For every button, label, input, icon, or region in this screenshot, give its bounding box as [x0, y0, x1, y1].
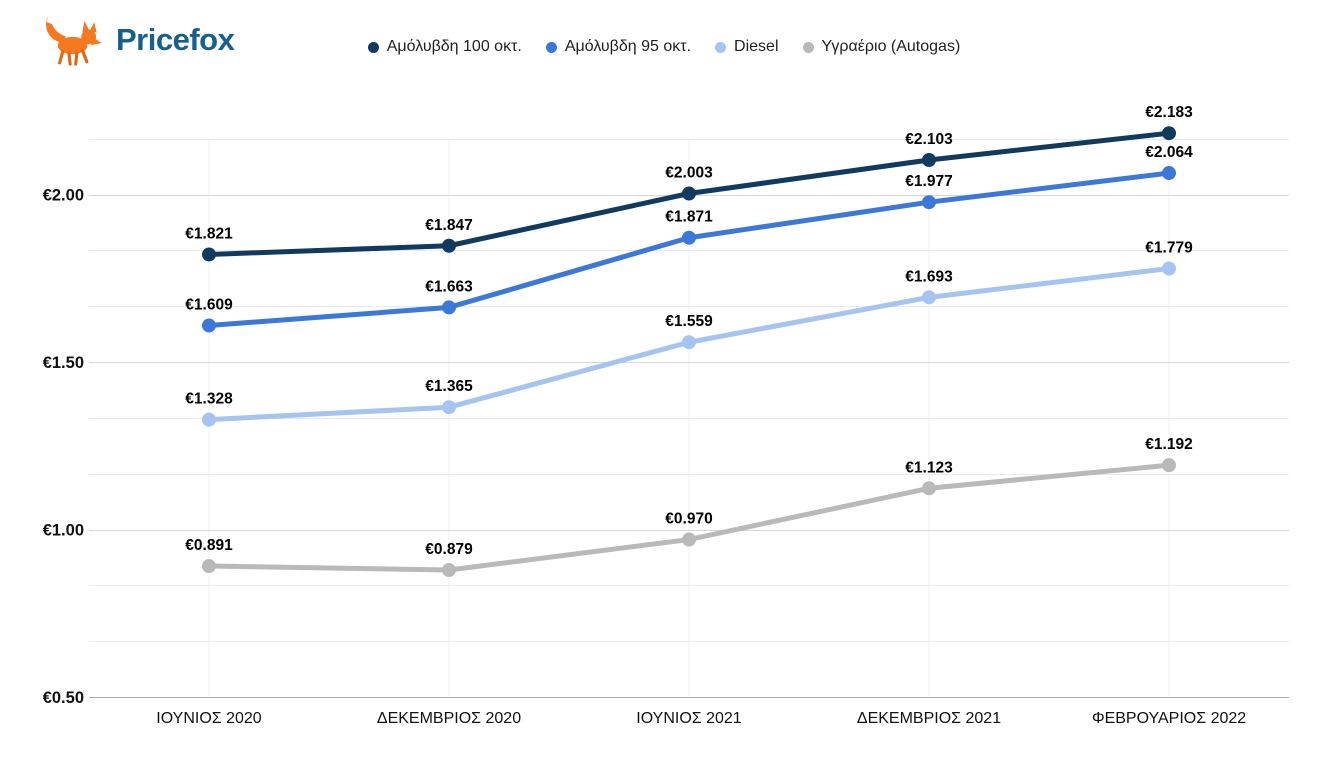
data-point	[682, 335, 696, 350]
data-point-label: €1.365	[425, 378, 473, 395]
data-point-label: €1.663	[425, 278, 473, 295]
data-point	[922, 481, 936, 496]
x-axis-category-label: ΔΕΚΕΜΒΡΙΟΣ 2020	[377, 710, 521, 727]
brand-name: Pricefox	[116, 22, 235, 57]
data-point	[442, 238, 456, 253]
data-point-label: €1.609	[185, 296, 233, 313]
data-point-label: €1.192	[1145, 436, 1192, 453]
y-axis-tick-label: €1.50	[43, 354, 84, 372]
data-point	[442, 300, 456, 315]
data-point-label: €1.123	[905, 459, 953, 476]
data-point-label: €2.003	[665, 164, 713, 181]
data-point	[682, 230, 696, 245]
data-point-label: €1.871	[665, 209, 713, 226]
data-point-label: €1.821	[185, 225, 233, 242]
data-point	[922, 195, 936, 210]
x-axis-category-label: ΙΟΥΝΙΟΣ 2021	[636, 710, 742, 727]
y-axis-tick-label: €2.00	[43, 187, 84, 205]
y-axis-tick-label: €0.50	[43, 689, 84, 707]
x-axis-category-label: ΙΟΥΝΙΟΣ 2020	[156, 710, 262, 727]
data-point-label: €2.183	[1145, 104, 1193, 121]
x-axis-category-label: ΦΕΒΡΟΥΑΡΙΟΣ 2022	[1092, 710, 1246, 727]
x-axis-category-label: ΔΕΚΕΜΒΡΙΟΣ 2021	[857, 710, 1001, 727]
data-point-label: €0.879	[425, 541, 473, 558]
data-point-label: €2.103	[905, 131, 953, 148]
data-point	[1162, 458, 1176, 473]
data-point-label: €0.891	[185, 537, 233, 554]
data-point-label: €1.559	[665, 313, 713, 330]
data-point	[1162, 126, 1176, 141]
data-point	[1162, 166, 1176, 181]
data-point-label: €1.847	[425, 217, 472, 234]
data-point-label: €1.328	[185, 391, 233, 408]
data-point	[442, 400, 456, 415]
data-point	[682, 532, 696, 547]
data-point	[442, 563, 456, 578]
pricefox-logo: Pricefox	[38, 12, 235, 68]
data-point	[922, 290, 936, 305]
fox-icon	[46, 15, 102, 66]
data-point	[1162, 261, 1176, 276]
data-point-label: €1.693	[905, 268, 953, 285]
data-point	[202, 318, 216, 333]
data-point	[922, 152, 936, 167]
data-point-label: €2.064	[1145, 144, 1193, 161]
data-point-label: €1.779	[1145, 240, 1193, 257]
data-point	[682, 186, 696, 201]
data-point	[202, 412, 216, 427]
data-point-label: €0.970	[665, 511, 712, 528]
data-point-label: €1.977	[905, 173, 952, 190]
y-axis-tick-label: €1.00	[43, 522, 84, 540]
data-point	[202, 247, 216, 262]
data-point	[202, 559, 216, 574]
